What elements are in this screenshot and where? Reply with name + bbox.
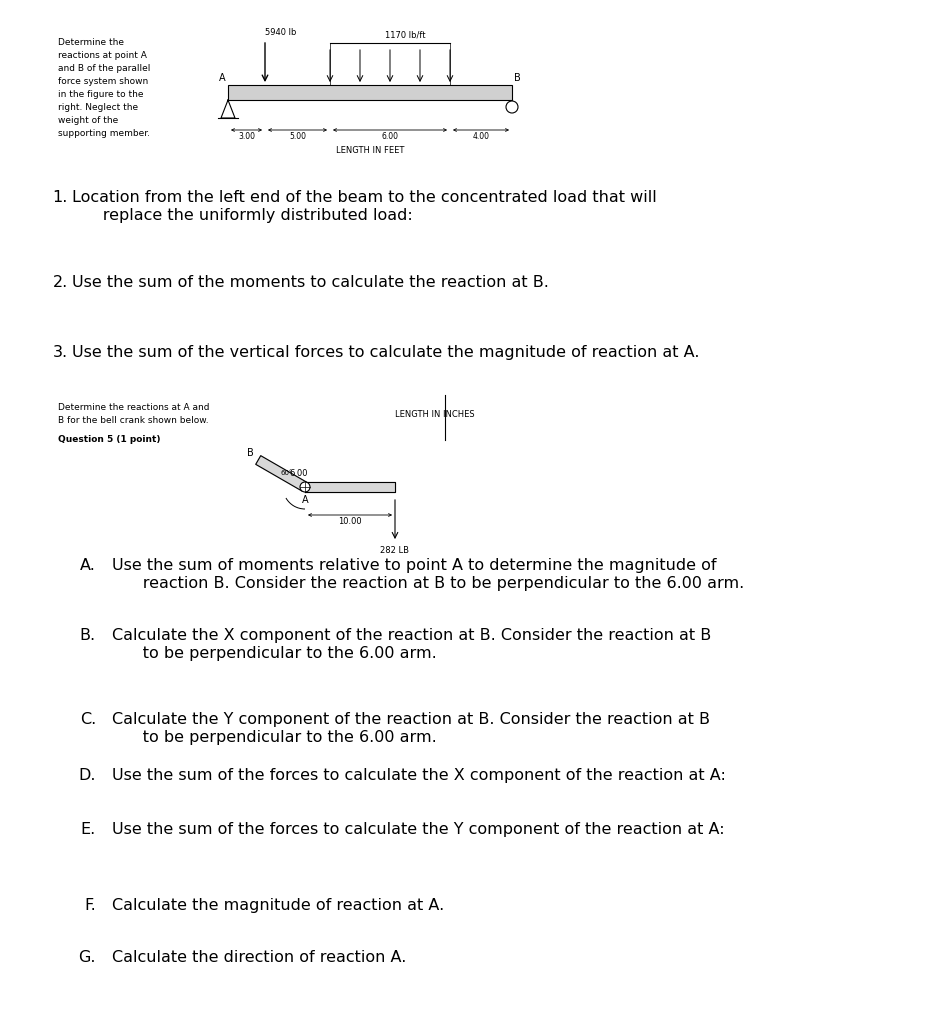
Text: 3.00: 3.00 <box>238 132 254 141</box>
Text: 5.00: 5.00 <box>289 132 305 141</box>
Text: Use the sum of the moments to calculate the reaction at B.: Use the sum of the moments to calculate … <box>72 275 548 290</box>
Text: LENGTH IN FEET: LENGTH IN FEET <box>335 146 404 155</box>
Text: Use the sum of moments relative to point A to determine the magnitude of: Use the sum of moments relative to point… <box>112 558 715 573</box>
Bar <box>227 85 511 100</box>
Text: Use the sum of the forces to calculate the X component of the reaction at A:: Use the sum of the forces to calculate t… <box>112 768 725 783</box>
Text: supporting member.: supporting member. <box>58 129 149 138</box>
Text: G.: G. <box>78 950 96 965</box>
Text: Use the sum of the vertical forces to calculate the magnitude of reaction at A.: Use the sum of the vertical forces to ca… <box>72 345 699 360</box>
Text: right. Neglect the: right. Neglect the <box>58 103 138 112</box>
Polygon shape <box>255 456 307 492</box>
Text: Calculate the direction of reaction A.: Calculate the direction of reaction A. <box>112 950 406 965</box>
Text: C.: C. <box>80 712 96 727</box>
Text: to be perpendicular to the 6.00 arm.: to be perpendicular to the 6.00 arm. <box>112 646 436 662</box>
Text: 3.: 3. <box>53 345 68 360</box>
Text: A.: A. <box>80 558 96 573</box>
Text: B: B <box>247 449 254 458</box>
Text: 2.: 2. <box>53 275 68 290</box>
Text: replace the uniformly distributed load:: replace the uniformly distributed load: <box>72 208 412 223</box>
Text: Calculate the magnitude of reaction at A.: Calculate the magnitude of reaction at A… <box>112 898 444 913</box>
Text: A: A <box>219 73 226 83</box>
Text: in the figure to the: in the figure to the <box>58 90 143 99</box>
Text: Location from the left end of the beam to the concentrated load that will: Location from the left end of the beam t… <box>72 190 656 205</box>
Text: LENGTH IN INCHES: LENGTH IN INCHES <box>394 410 474 419</box>
Circle shape <box>300 482 310 492</box>
Text: E.: E. <box>81 822 96 837</box>
Text: Determine the: Determine the <box>58 38 123 47</box>
Text: A: A <box>302 495 308 505</box>
Text: 4.00: 4.00 <box>472 132 489 141</box>
Text: 10.00: 10.00 <box>338 517 361 526</box>
Text: B for the bell crank shown below.: B for the bell crank shown below. <box>58 416 209 425</box>
Text: 282 LB: 282 LB <box>380 546 409 555</box>
Text: 6.00: 6.00 <box>290 469 308 478</box>
Text: B.: B. <box>80 628 96 643</box>
Text: B: B <box>513 73 521 83</box>
Text: F.: F. <box>84 898 96 913</box>
Text: Question 5 (1 point): Question 5 (1 point) <box>58 435 161 444</box>
Text: 6.00: 6.00 <box>381 132 398 141</box>
Text: force system shown: force system shown <box>58 77 148 86</box>
Text: 1.: 1. <box>53 190 68 205</box>
Polygon shape <box>304 482 394 492</box>
Text: Calculate the X component of the reaction at B. Consider the reaction at B: Calculate the X component of the reactio… <box>112 628 711 643</box>
Text: Determine the reactions at A and: Determine the reactions at A and <box>58 403 210 412</box>
Text: to be perpendicular to the 6.00 arm.: to be perpendicular to the 6.00 arm. <box>112 730 436 745</box>
Text: reactions at point A: reactions at point A <box>58 51 147 60</box>
Text: D.: D. <box>78 768 96 783</box>
Text: Use the sum of the forces to calculate the Y component of the reaction at A:: Use the sum of the forces to calculate t… <box>112 822 724 837</box>
Text: 1170 lb/ft: 1170 lb/ft <box>384 31 425 40</box>
Text: and B of the parallel: and B of the parallel <box>58 63 150 73</box>
Text: weight of the: weight of the <box>58 116 118 125</box>
Text: 60°: 60° <box>280 470 293 476</box>
Text: 5940 lb: 5940 lb <box>264 28 296 37</box>
Circle shape <box>506 101 518 113</box>
Text: Calculate the Y component of the reaction at B. Consider the reaction at B: Calculate the Y component of the reactio… <box>112 712 709 727</box>
Text: reaction B. Consider the reaction at B to be perpendicular to the 6.00 arm.: reaction B. Consider the reaction at B t… <box>112 575 743 591</box>
